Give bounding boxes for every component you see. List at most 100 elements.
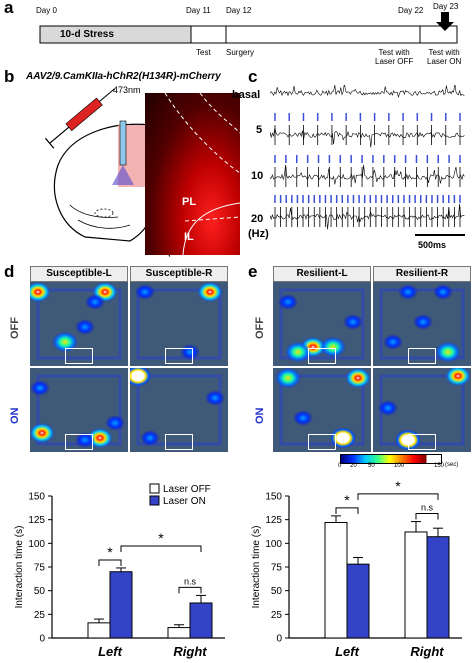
heat-spot — [320, 336, 346, 358]
trace-line — [270, 127, 465, 148]
y-axis-label: Interaction time (s) — [251, 526, 262, 609]
label-test: Test — [196, 48, 211, 57]
heat-spot — [378, 400, 398, 416]
trace-label-20: 20 — [251, 213, 264, 225]
heat-spot — [75, 319, 95, 335]
heatmap-d-on-left — [30, 368, 128, 452]
pl-label: PL — [182, 196, 197, 208]
bar-chart-resilient: 0 25 50 75 100 125 150 Interaction time (s) Left… — [251, 478, 462, 659]
y-tick-label: 0 — [39, 634, 45, 645]
bar — [189, 602, 213, 639]
colorbar-unit: (sec) — [445, 462, 459, 468]
label-day12: Day 12 — [226, 6, 252, 15]
bar — [87, 622, 111, 639]
heatmap-e-on-right — [373, 368, 471, 452]
heat-spot — [85, 294, 105, 310]
heat-spot — [293, 410, 313, 426]
label-stress: 10-d Stress — [60, 29, 114, 40]
panel-label-d: d — [4, 262, 15, 281]
heatmap-e-on-left — [273, 368, 371, 452]
bar — [404, 531, 428, 639]
x-tick-label: Left — [98, 644, 123, 659]
legend-label: Laser ON — [163, 496, 206, 507]
panel-label-c: c — [248, 67, 258, 86]
heat-spot — [445, 368, 471, 387]
legend-label: Laser OFF — [163, 484, 211, 495]
colorbar-ticks: 0 20 50 100 150 — [338, 463, 444, 473]
sig-label-bracket — [178, 586, 202, 594]
heat-spot — [30, 282, 51, 303]
heatmap-e-off-right — [373, 282, 471, 366]
y-tick-label: 125 — [265, 515, 282, 526]
heat-spot — [140, 430, 160, 446]
bar — [426, 536, 450, 639]
heat-spot — [435, 341, 461, 363]
brain-schematic — [45, 88, 171, 258]
bar — [109, 571, 133, 639]
heat-spot — [75, 432, 95, 448]
y-axis-label: Interaction time (s) — [14, 526, 25, 609]
label-test-on: Test with Laser ON — [427, 48, 462, 66]
heatmap-d-col1: Susceptible-L — [30, 266, 128, 282]
track-path — [279, 374, 365, 446]
sig-label-across: * — [395, 478, 401, 494]
legend-swatch — [149, 483, 160, 494]
track-path — [136, 374, 222, 446]
histology-image: PL IL — [145, 93, 240, 255]
il-label: IL — [184, 231, 194, 243]
heat-spot — [433, 284, 453, 300]
y-tick-label: 0 — [276, 634, 282, 645]
label-surgery: Surgery — [226, 48, 255, 57]
label-day22: Day 22 — [398, 6, 424, 15]
y-tick-label: 150 — [265, 492, 282, 503]
label-test-off: Test with Laser OFF — [375, 48, 414, 66]
panel-label-e: e — [248, 262, 258, 281]
heat-spot — [135, 284, 155, 300]
panel-label-a: a — [4, 0, 14, 17]
sig-label: * — [107, 544, 113, 560]
track-path — [379, 374, 465, 446]
label-day11: Day 11 — [186, 6, 211, 15]
virus-construct: AAV2/9.CamKIIa-hChR2(H134R)-mCherry — [26, 71, 221, 82]
colorbar-tick: 20 — [350, 463, 357, 469]
heatmap-d-off-right — [130, 282, 228, 366]
x-tick-label: Right — [173, 644, 207, 659]
trace-line — [270, 203, 465, 230]
heatmap-d-col2: Susceptible-R — [130, 266, 228, 282]
sig-label-bracket — [335, 507, 359, 514]
sig-label-across-bracket — [120, 545, 202, 552]
y-tick-label: 75 — [271, 563, 283, 574]
heat-spot — [398, 284, 418, 300]
x-tick-label: Right — [410, 644, 444, 659]
colorbar-tick: 100 — [394, 463, 405, 469]
heat-spot — [285, 341, 311, 363]
trace-label-basal: basal — [232, 89, 261, 101]
heat-spot — [345, 368, 371, 389]
heat-spot — [278, 294, 298, 310]
heat-spot — [105, 415, 125, 431]
heat-spot — [130, 368, 151, 387]
heat-spot — [30, 380, 50, 396]
heatmap-d-off-left — [30, 282, 128, 366]
colorbar-tick: 50 — [368, 463, 375, 469]
heat-spot — [343, 314, 363, 330]
heat-spot — [205, 390, 225, 406]
heat-spot — [413, 314, 433, 330]
colorbar-tick: 150 — [434, 463, 445, 469]
arrow-down-icon — [436, 12, 454, 31]
sig-label-bracket — [98, 559, 122, 566]
track-path — [136, 288, 222, 360]
heatmap-e-off-left — [273, 282, 371, 366]
heat-spot — [330, 427, 356, 449]
heatmap-d-row-on: ON — [9, 407, 21, 425]
trace-label-10: 10 — [251, 170, 264, 182]
trace-hz-label: (Hz) — [248, 228, 269, 240]
y-tick-label: 150 — [28, 492, 45, 503]
label-day0: Day 0 — [36, 6, 57, 15]
colorbar — [340, 454, 442, 464]
y-tick-label: 50 — [271, 586, 283, 597]
heatmap-e-col1: Resilient-L — [273, 266, 371, 282]
heat-spot — [197, 282, 223, 303]
sig-label-across-bracket — [357, 493, 439, 500]
sig-label: n.s — [184, 576, 197, 586]
